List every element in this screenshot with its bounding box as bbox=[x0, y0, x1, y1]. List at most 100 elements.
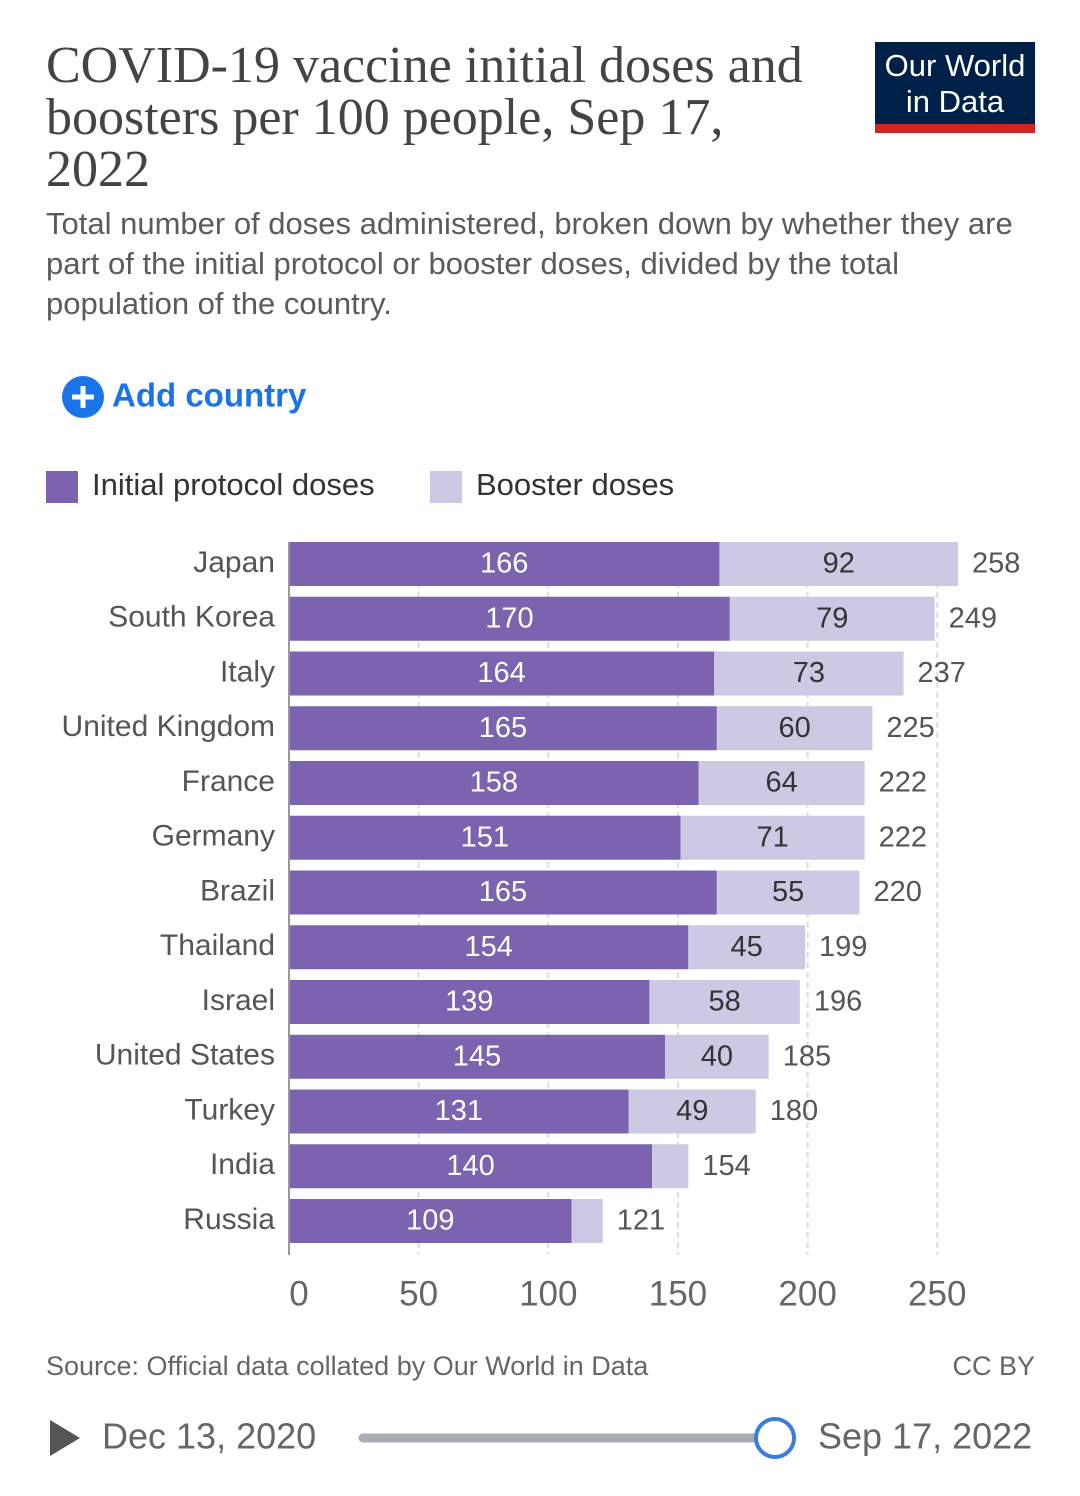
timeline-start: Dec 13, 2020 bbox=[102, 1416, 316, 1457]
bar-segment bbox=[571, 1199, 603, 1243]
bar-value-label: 92 bbox=[823, 548, 855, 580]
bar-segment bbox=[649, 980, 800, 1024]
bar-value-label: 40 bbox=[701, 1040, 733, 1072]
timeline-handle[interactable] bbox=[754, 1417, 796, 1459]
add-country-label: Add country bbox=[112, 377, 307, 414]
logo[interactable]: Our World in Data bbox=[875, 42, 1035, 133]
bar-segment bbox=[628, 1089, 756, 1134]
bar-value-label: 109 bbox=[406, 1205, 454, 1237]
legend-label: Initial protocol doses bbox=[92, 467, 375, 502]
y-tick-label: United Kingdom bbox=[62, 710, 275, 743]
bar-value-label: 58 bbox=[708, 986, 740, 1018]
total-label: 222 bbox=[879, 821, 927, 853]
x-tick-label: 250 bbox=[908, 1274, 966, 1313]
bar-value-label: 60 bbox=[779, 712, 811, 744]
bar-segment bbox=[716, 706, 873, 751]
bar-value-label: 164 bbox=[477, 657, 525, 689]
bar-segment bbox=[289, 1034, 665, 1079]
add-icon-plus bbox=[72, 386, 94, 408]
total-label: 154 bbox=[702, 1150, 750, 1182]
total-label: 222 bbox=[879, 767, 927, 799]
total-label: 225 bbox=[886, 712, 934, 744]
y-tick-label: India bbox=[210, 1148, 275, 1181]
y-tick-label: Thailand bbox=[160, 929, 275, 962]
bar-value-label: 166 bbox=[480, 548, 528, 580]
x-tick-label: 50 bbox=[399, 1274, 438, 1313]
play-button[interactable] bbox=[50, 1420, 80, 1456]
bar-value-label: 165 bbox=[479, 712, 527, 744]
bar-segment bbox=[289, 925, 689, 970]
bar-segment bbox=[289, 815, 681, 860]
total-label: 196 bbox=[814, 986, 862, 1018]
total-label: 220 bbox=[873, 876, 921, 908]
chart-title: COVID-19 vaccine initial doses and boost… bbox=[46, 37, 803, 198]
bar-segment bbox=[680, 815, 865, 860]
bar-value-label: 79 bbox=[816, 602, 848, 634]
y-tick-label: Israel bbox=[202, 984, 275, 1017]
bar-segment bbox=[714, 651, 904, 696]
chart-subtitle: Total number of doses administered, brok… bbox=[46, 206, 1013, 321]
bar-segment bbox=[664, 1034, 769, 1079]
y-tick-label: Russia bbox=[183, 1203, 275, 1236]
bar-value-label: 158 bbox=[470, 767, 518, 799]
y-tick-label: Brazil bbox=[200, 874, 275, 907]
legend-label: Booster doses bbox=[476, 467, 674, 502]
total-label: 237 bbox=[918, 657, 966, 689]
bar-value-label: 64 bbox=[766, 767, 798, 799]
bar-segment bbox=[289, 706, 717, 751]
timeline-end: Sep 17, 2022 bbox=[818, 1416, 1032, 1457]
bar-segment bbox=[289, 651, 715, 696]
bar-segment bbox=[716, 870, 860, 915]
y-tick-label: United States bbox=[95, 1039, 275, 1072]
bar-value-label: 145 bbox=[453, 1040, 501, 1072]
source: Source: Official data collated by Our Wo… bbox=[46, 1351, 649, 1381]
total-label: 258 bbox=[972, 548, 1020, 580]
y-tick-label: France bbox=[182, 765, 275, 798]
bar-value-label: 154 bbox=[464, 931, 512, 963]
bar-value-label: 45 bbox=[731, 931, 763, 963]
license[interactable]: CC BY bbox=[952, 1351, 1035, 1381]
y-tick-label: Germany bbox=[152, 820, 275, 853]
bar-segment bbox=[289, 596, 730, 641]
x-tick-label: 200 bbox=[778, 1274, 836, 1313]
bar-value-label: 71 bbox=[756, 821, 788, 853]
total-label: 249 bbox=[949, 602, 997, 634]
bar-segment bbox=[289, 1089, 629, 1134]
legend-swatch bbox=[430, 471, 462, 503]
bar-segment bbox=[289, 1199, 572, 1243]
bar-segment bbox=[688, 925, 806, 970]
bar-value-label: 165 bbox=[479, 876, 527, 908]
y-tick-label: Turkey bbox=[184, 1093, 275, 1126]
y-tick-label: Italy bbox=[220, 655, 275, 688]
x-tick-label: 150 bbox=[649, 1274, 707, 1313]
bar-segment bbox=[719, 542, 958, 586]
bar-segment bbox=[652, 1144, 689, 1189]
total-label: 185 bbox=[783, 1040, 831, 1072]
y-tick-label: Japan bbox=[193, 546, 275, 579]
y-tick-label: South Korea bbox=[108, 601, 275, 634]
total-label: 180 bbox=[770, 1095, 818, 1127]
bar-value-label: 170 bbox=[485, 602, 533, 634]
bar-segment bbox=[289, 980, 650, 1024]
bar-value-label: 131 bbox=[435, 1095, 483, 1127]
bar-value-label: 139 bbox=[445, 986, 493, 1018]
bar-value-label: 55 bbox=[772, 876, 804, 908]
total-label: 121 bbox=[617, 1205, 665, 1237]
bar-segment bbox=[289, 870, 717, 915]
bar-segment bbox=[729, 596, 935, 641]
bar-value-label: 140 bbox=[446, 1150, 494, 1182]
bar-segment bbox=[289, 542, 720, 586]
total-label: 199 bbox=[819, 931, 867, 963]
bar-value-label: 151 bbox=[461, 821, 509, 853]
bar-segment bbox=[289, 761, 699, 805]
add-country-button[interactable]: Add country bbox=[62, 376, 307, 418]
bar-segment bbox=[698, 761, 865, 805]
bar-value-label: 73 bbox=[793, 657, 825, 689]
legend-swatch bbox=[46, 471, 78, 503]
bar-segment bbox=[289, 1144, 653, 1189]
bar-value-label: 49 bbox=[676, 1095, 708, 1127]
x-tick-label: 100 bbox=[519, 1274, 577, 1313]
x-tick-label: 0 bbox=[289, 1274, 308, 1313]
